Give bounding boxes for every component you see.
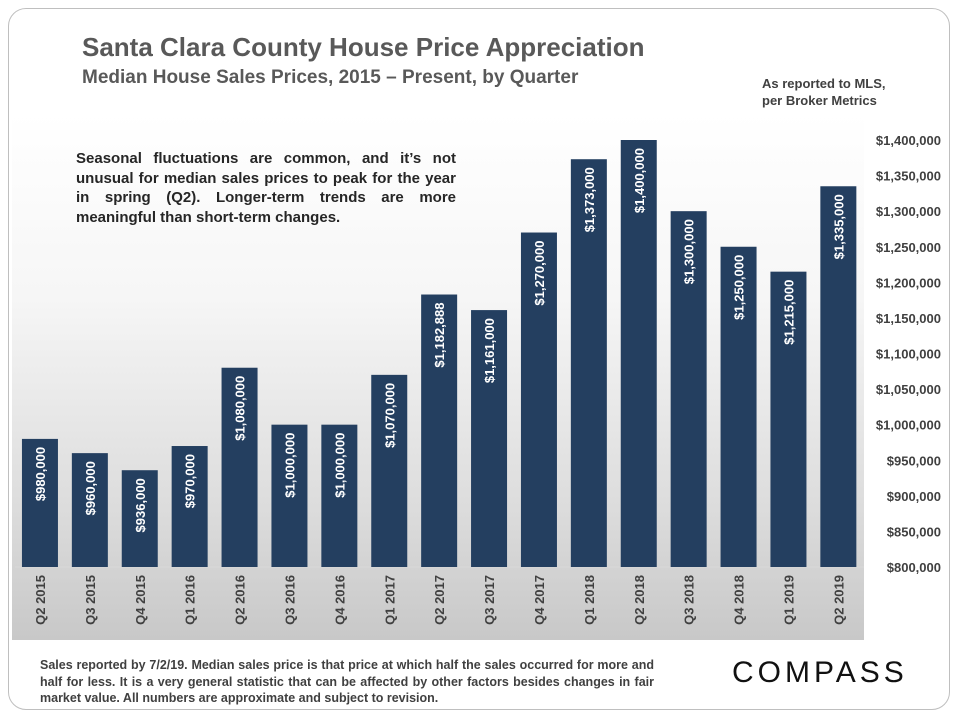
x-tick-label: Q4 2015: [133, 575, 148, 625]
y-tick-label: $850,000: [887, 524, 941, 539]
bar-value-label: $980,000: [33, 447, 48, 501]
bar: [421, 294, 458, 567]
x-tick-label: Q1 2016: [183, 575, 198, 625]
x-tick-label: Q3 2017: [482, 575, 497, 625]
bar-value-label: $1,000,000: [332, 433, 347, 498]
bar: [271, 424, 308, 567]
y-tick-label: $900,000: [887, 489, 941, 504]
bar-value-label: $970,000: [183, 454, 198, 508]
compass-logo: COMPASS: [732, 656, 908, 689]
x-tick-label: Q2 2016: [233, 575, 248, 625]
bar-value-label: $1,400,000: [632, 148, 647, 213]
bar: [471, 310, 508, 567]
bar-value-label: $1,373,000: [582, 167, 597, 232]
chart-subtitle: Median House Sales Prices, 2015 – Presen…: [82, 67, 579, 88]
bar-value-label: $1,270,000: [532, 241, 547, 306]
bar-value-label: $936,000: [133, 478, 148, 532]
y-tick-label: $1,000,000: [876, 418, 941, 433]
x-tick-label: Q3 2018: [682, 575, 697, 625]
x-tick-label: Q4 2017: [532, 575, 547, 625]
bar: [371, 374, 408, 567]
y-tick-label: $800,000: [887, 560, 941, 575]
bar: [321, 424, 358, 567]
x-tick-label: Q3 2015: [83, 575, 98, 625]
bar: [720, 246, 757, 567]
x-tick-label: Q4 2018: [732, 575, 747, 625]
y-tick-label: $1,400,000: [876, 133, 941, 148]
x-tick-label: Q1 2018: [582, 575, 597, 625]
x-tick-label: Q1 2017: [382, 575, 397, 625]
bar-value-label: $1,161,000: [482, 318, 497, 383]
bar-value-label: $1,300,000: [682, 219, 697, 284]
bar-value-label: $1,335,000: [831, 194, 846, 259]
chart-title: Santa Clara County House Price Appreciat…: [82, 32, 645, 62]
x-tick-label: Q2 2015: [33, 575, 48, 625]
x-tick-label: Q2 2019: [831, 575, 846, 625]
bar: [520, 232, 557, 567]
bar-value-label: $960,000: [83, 461, 98, 515]
x-tick-label: Q1 2019: [781, 575, 796, 625]
bar: [21, 438, 58, 567]
x-tick-label: Q2 2018: [632, 575, 647, 625]
bar: [570, 159, 607, 567]
bar: [71, 453, 108, 567]
bar-value-label: $1,070,000: [382, 383, 397, 448]
y-tick-label: $1,350,000: [876, 169, 941, 184]
y-tick-label: $1,250,000: [876, 240, 941, 255]
bar: [171, 446, 208, 567]
source-line-2: per Broker Metrics: [762, 93, 877, 108]
y-tick-label: $1,150,000: [876, 311, 941, 326]
y-tick-label: $1,200,000: [876, 275, 941, 290]
source-note: As reported to MLS, per Broker Metrics: [762, 75, 932, 109]
y-tick-label: $1,100,000: [876, 347, 941, 362]
bar-value-label: $1,080,000: [233, 376, 248, 441]
y-tick-label: $1,050,000: [876, 382, 941, 397]
seasonal-note: Seasonal fluctuations are common, and it…: [76, 150, 456, 226]
bar-value-label: $1,250,000: [732, 255, 747, 320]
bar: [620, 140, 657, 567]
y-tick-label: $950,000: [887, 453, 941, 468]
footnote: Sales reported by 7/2/19. Median sales p…: [40, 658, 654, 705]
bar-value-label: $1,000,000: [282, 433, 297, 498]
bar-value-label: $1,215,000: [781, 280, 796, 345]
bar: [121, 470, 158, 567]
bar: [221, 367, 258, 567]
bar: [670, 211, 707, 567]
bar-value-label: $1,182,888: [432, 303, 447, 368]
source-line-1: As reported to MLS,: [762, 76, 886, 91]
bar: [770, 271, 807, 567]
x-tick-label: Q2 2017: [432, 575, 447, 625]
x-tick-label: Q4 2016: [332, 575, 347, 625]
y-tick-label: $1,300,000: [876, 204, 941, 219]
x-tick-label: Q3 2016: [282, 575, 297, 625]
bar: [820, 186, 857, 567]
